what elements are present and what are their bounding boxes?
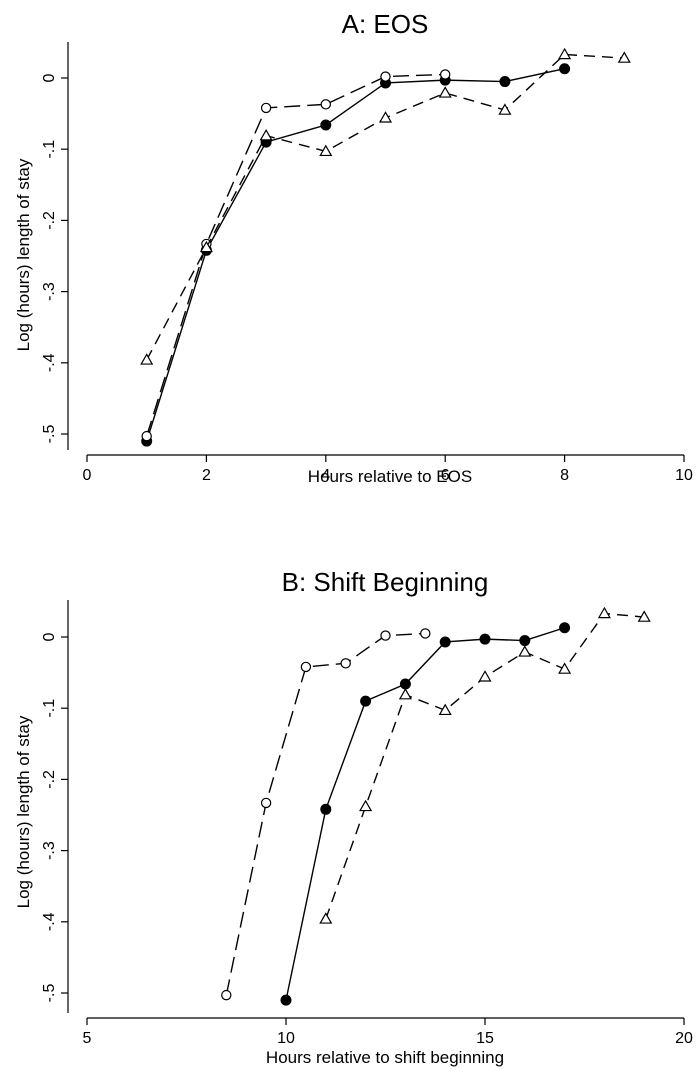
data-point-hollow-circle [260, 797, 272, 809]
data-point-hollow-circle [380, 71, 391, 82]
y-tick-label: -.5 [41, 425, 58, 444]
x-axis: 0 2 4 6 8 10 [83, 454, 693, 484]
data-point-hollow-triangle [199, 240, 213, 253]
data-point-hollow-circle [440, 69, 451, 80]
data-point-filled-circle [499, 76, 511, 88]
data-point-filled-circle [360, 695, 372, 707]
data-point-hollow-triangle [498, 103, 512, 115]
data-point-hollow-circle [221, 989, 232, 1001]
x-tick-label: 6 [441, 467, 450, 484]
series-hollow-circle-line [225, 632, 426, 996]
data-point-hollow-triangle [597, 606, 611, 619]
x-tick-label: 15 [476, 1030, 494, 1047]
data-point-hollow-triangle [478, 670, 492, 682]
panel-b-shift-beginning: B: Shift Beginning Hours relative to shi… [14, 567, 693, 1067]
y-tick-label: -.4 [41, 912, 58, 931]
chart-title: B: Shift Beginning [282, 567, 489, 597]
data-point-hollow-circle [300, 661, 312, 673]
data-point-hollow-triangle [617, 51, 631, 63]
data-point-hollow-triangle [140, 353, 154, 365]
data-point-hollow-circle [260, 102, 272, 114]
series-filled-circle-line [146, 68, 565, 442]
data-point-hollow-triangle [378, 111, 393, 123]
x-axis-label: Hours relative to EOS [308, 467, 472, 486]
x-tick-label: 5 [83, 1030, 92, 1047]
y-tick-label: 0 [41, 632, 58, 641]
data-point-filled-circle [559, 63, 571, 75]
y-tick-label: -.3 [41, 841, 58, 860]
data-point-hollow-triangle [438, 703, 452, 716]
y-tick-label: 0 [41, 73, 58, 82]
y-tick-label: -.1 [41, 699, 58, 718]
plot-area [140, 47, 631, 447]
data-point-filled-circle [320, 119, 332, 131]
data-point-hollow-circle [420, 628, 431, 639]
series-filled-circle-line [285, 627, 565, 1001]
y-axis-label: Log (hours) length of stay [14, 715, 33, 908]
data-point-filled-circle [399, 678, 411, 690]
plot-area [221, 606, 651, 1006]
data-point-hollow-triangle [637, 610, 651, 622]
y-axis-label: Log (hours) length of stay [14, 158, 33, 351]
x-tick-label: 20 [675, 1030, 693, 1047]
chart-title: A: EOS [342, 9, 429, 39]
data-point-hollow-circle [380, 630, 391, 641]
data-point-hollow-triangle [319, 144, 333, 157]
y-tick-label: -.3 [41, 282, 58, 301]
x-tick-label: 0 [83, 467, 92, 484]
data-point-filled-circle [280, 994, 292, 1006]
x-tick-label: 10 [277, 1030, 295, 1047]
x-axis-label: Hours relative to shift beginning [266, 1048, 504, 1067]
x-axis: 5 10 15 20 [83, 1017, 693, 1047]
data-point-hollow-triangle [438, 86, 452, 98]
data-point-hollow-triangle [359, 799, 373, 812]
x-tick-label: 4 [321, 467, 330, 484]
y-axis: 0 -.1 -.2 -.3 -.4 -.5 [41, 600, 69, 1013]
y-tick-label: -.4 [41, 353, 58, 372]
series-hollow-triangle-line [325, 612, 645, 920]
y-tick-label: -.5 [41, 984, 58, 1003]
y-tick-label: -.2 [41, 770, 58, 789]
data-point-hollow-circle [141, 430, 152, 442]
data-point-filled-circle [519, 635, 531, 647]
panel-a-eos: A: EOS Hours relative to EOS Log (hours)… [14, 9, 693, 486]
data-point-hollow-triangle [259, 128, 273, 141]
data-point-hollow-triangle [558, 47, 572, 60]
y-tick-label: -.1 [41, 140, 58, 159]
data-point-hollow-triangle [518, 645, 532, 657]
data-point-hollow-triangle [558, 662, 572, 674]
y-tick-label: -.2 [41, 211, 58, 230]
data-point-hollow-triangle [319, 912, 333, 924]
x-tick-label: 2 [202, 467, 211, 484]
data-point-hollow-triangle [398, 687, 412, 700]
x-tick-label: 10 [675, 467, 693, 484]
data-point-hollow-circle [340, 658, 351, 669]
data-point-filled-circle [320, 803, 332, 815]
series-hollow-circle-line [146, 73, 446, 437]
data-point-filled-circle [559, 622, 571, 634]
data-point-filled-circle [479, 633, 491, 645]
data-point-hollow-circle [320, 99, 331, 110]
y-axis: 0 -.1 -.2 -.3 -.4 -.5 [41, 42, 69, 450]
data-point-filled-circle [439, 636, 451, 648]
x-tick-label: 8 [560, 467, 569, 484]
series-hollow-triangle-line [146, 53, 625, 361]
